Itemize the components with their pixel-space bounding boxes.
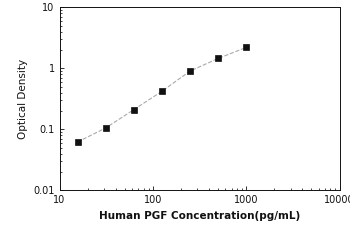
Y-axis label: Optical Density: Optical Density xyxy=(18,59,28,139)
X-axis label: Human PGF Concentration(pg/mL): Human PGF Concentration(pg/mL) xyxy=(99,211,300,221)
